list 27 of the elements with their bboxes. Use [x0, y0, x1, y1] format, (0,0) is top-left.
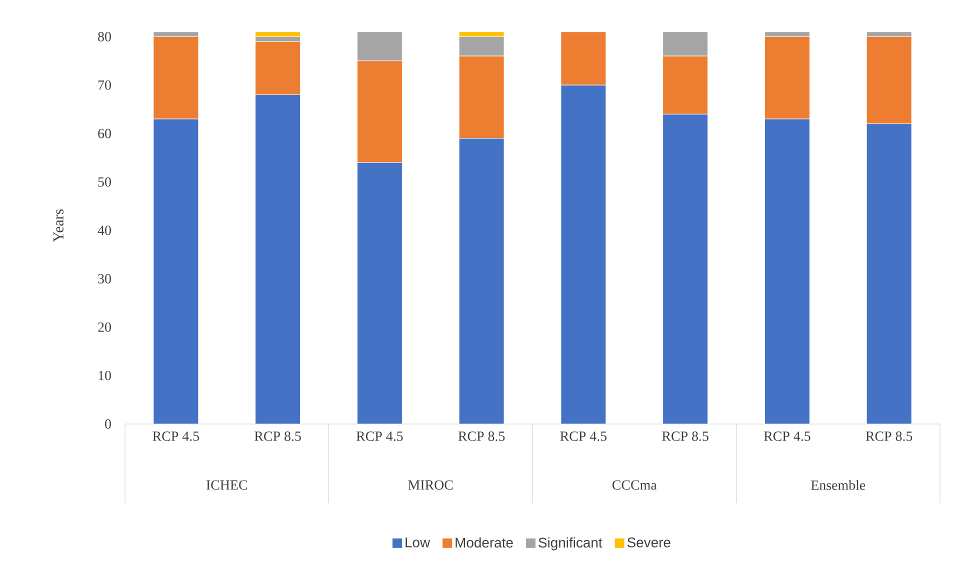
text: Ensemble [811, 480, 866, 490]
x-tick-label: RCP 8.5 [866, 432, 912, 441]
x-tick-label: RCP 4.5 [152, 432, 200, 441]
y-tick-label: 0 [105, 419, 111, 429]
x-tick-label: RCP 8.5 [458, 432, 505, 441]
x-tick-label: RCP 8.5 [254, 432, 301, 441]
x-tick-label: RCP 4.5 [356, 432, 403, 441]
text: MIROC [408, 480, 453, 490]
y-tick-label: 30 [98, 274, 111, 284]
y-tick-label: 50 [98, 177, 111, 187]
y-axis-title: Years [54, 209, 64, 242]
x-tick-label: RCP 8.5 [662, 432, 708, 441]
legend-label: Severe [627, 538, 670, 548]
x-tick-label: RCP 4.5 [560, 432, 607, 441]
text: CCCma [612, 480, 657, 490]
text: ICHEC [206, 480, 248, 490]
legend-label: Moderate [456, 537, 513, 548]
y-tick-label: 40 [98, 226, 111, 236]
y-tick-label: 70 [98, 80, 111, 90]
y-tick-label: 80 [98, 32, 111, 42]
y-tick-label: 60 [98, 128, 111, 138]
x-tick-label: RCP 4.5 [764, 432, 810, 441]
legend-label: Low [406, 538, 430, 548]
y-tick-label: 20 [98, 322, 111, 332]
bar [255, 32, 301, 37]
y-tick-label: 10 [98, 370, 111, 380]
legend-label: Significant [538, 537, 602, 550]
